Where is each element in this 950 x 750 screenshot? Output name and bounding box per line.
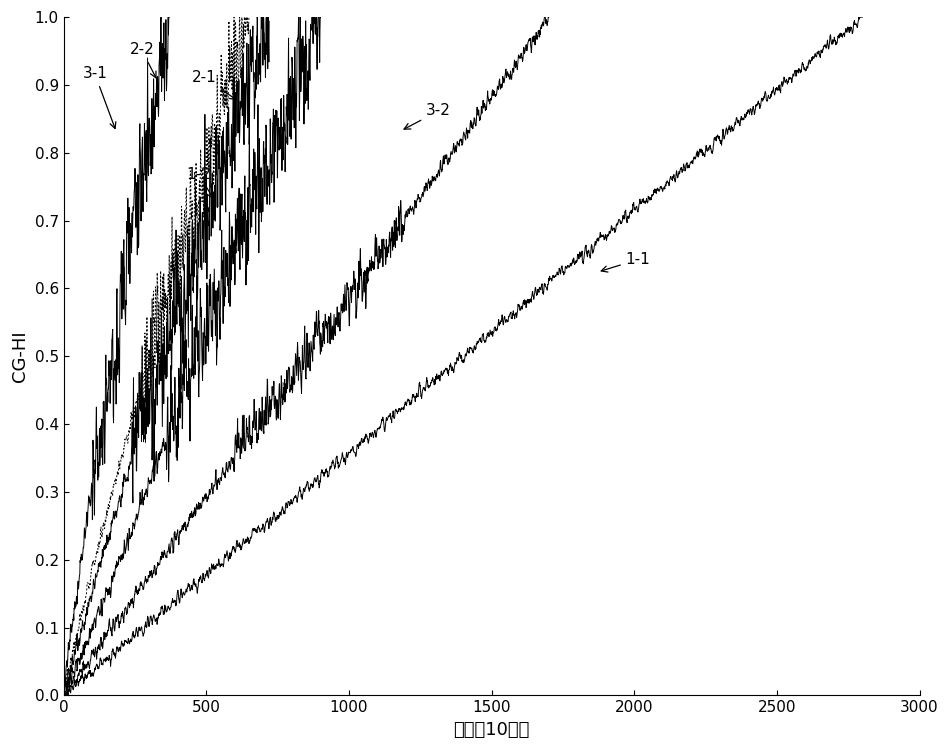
Text: 2-2: 2-2 <box>129 43 156 78</box>
Text: 3-2: 3-2 <box>404 104 451 129</box>
Text: 2-1: 2-1 <box>192 70 236 100</box>
X-axis label: 时间（10秒）: 时间（10秒） <box>453 721 530 739</box>
Text: 3-1: 3-1 <box>83 66 116 128</box>
Text: 1-2: 1-2 <box>186 166 213 198</box>
Y-axis label: CG-HI: CG-HI <box>11 331 29 382</box>
Text: 1-1: 1-1 <box>601 252 651 272</box>
